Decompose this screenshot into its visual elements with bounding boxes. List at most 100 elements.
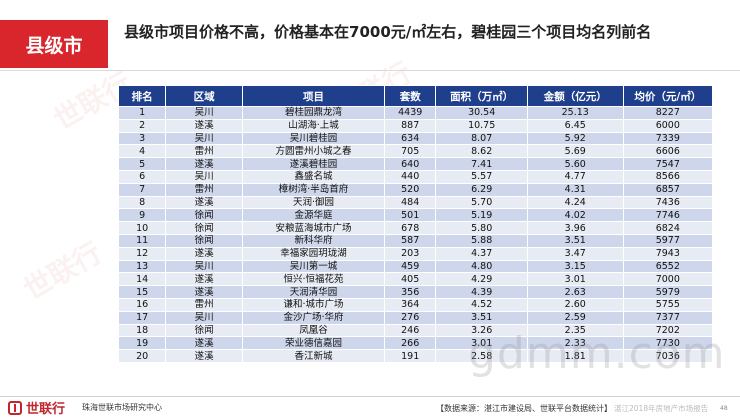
table-row: 16 雷州 谦和·城市广场 364 4.52 2.60 5755 [117,297,714,312]
table-row: 9 徐闻 金源华庭 501 5.19 4.02 7746 [117,208,714,223]
table-row: 4 雷州 方圆雷州小城之春 705 8.62 5.69 6606 [117,144,714,159]
cell-project: 方圆雷州小城之春 [242,144,385,159]
cell-avg-price: 7377 [622,310,714,325]
cell-avg-price: 7000 [622,272,714,287]
cell-area: 7.41 [435,157,528,171]
cell-rank: 18 [117,323,167,338]
cell-project: 恒兴·恒福花苑 [242,272,385,287]
section-tag: 县级市 [0,20,108,68]
cell-units: 501 [383,208,437,223]
table-row: 5 遂溪 遂溪碧桂园 640 7.41 5.60 7547 [117,157,714,171]
cell-region: 遂溪 [165,157,244,171]
cell-avg-price: 6552 [622,259,714,274]
footer-divider [0,396,740,397]
cell-rank: 1 [117,106,167,120]
cell-area: 3.51 [435,310,528,325]
cell-project: 碧桂园鼎龙湾 [242,106,385,120]
cell-area: 3.26 [435,323,528,338]
cell-area: 5.19 [435,208,528,223]
cell-amount: 4.77 [526,169,624,184]
cell-amount: 3.51 [526,233,624,248]
footer-logo: 世联行 [8,398,65,417]
site-watermark: gdmm.com [468,328,726,379]
cell-rank: 9 [117,208,167,223]
cell-rank: 3 [117,131,167,146]
cell-project: 鑫盛名城 [242,169,385,184]
cell-units: 678 [383,221,437,235]
cell-region: 遂溪 [165,349,244,363]
cell-avg-price: 6000 [622,118,714,133]
cell-project: 谦和·城市广场 [242,297,385,312]
cell-project: 幸福家园玥珑湖 [242,246,385,261]
cell-rank: 15 [117,285,167,299]
table-row: 6 吴川 鑫盛名城 440 5.57 4.77 8566 [117,169,714,184]
cell-units: 276 [383,310,437,325]
cell-project: 香江新城 [242,349,385,363]
logo-icon [8,400,22,415]
cell-avg-price: 7730 [622,336,714,351]
cell-units: 484 [383,195,437,210]
cell-units: 634 [383,131,437,146]
title-divider [0,70,740,71]
cell-units: 4439 [383,106,437,120]
cell-area: 4.37 [435,246,528,261]
cell-avg-price: 5977 [622,233,714,248]
cell-rank: 6 [117,169,167,184]
cell-units: 203 [383,246,437,261]
cell-amount: 2.60 [526,297,624,312]
cell-rank: 17 [117,310,167,325]
cell-amount: 2.35 [526,323,624,338]
table-header: 排名 区域 项目 套数 面积（万㎡） 金额（亿元） 均价（元/㎡） [117,85,714,107]
project-ranking-table: 排名 区域 项目 套数 面积（万㎡） 金额（亿元） 均价（元/㎡） 1 吴川 碧桂园… [117,85,714,363]
cell-units: 356 [383,285,437,299]
cell-project: 吴川碧桂园 [242,131,385,146]
footer-org: 珠海世联市场研究中心 [82,403,162,412]
cell-region: 遂溪 [165,285,244,299]
cell-avg-price: 5979 [622,285,714,299]
cell-avg-price: 6606 [622,144,714,159]
cell-region: 徐闻 [165,233,244,248]
cell-avg-price: 8227 [622,106,714,120]
cell-avg-price: 7436 [622,195,714,210]
table-row: 19 遂溪 荣业德信嘉园 266 3.01 2.33 7730 [117,336,714,351]
table-row: 20 遂溪 香江新城 191 2.58 1.81 7036 [117,349,714,363]
cell-project: 荣业德信嘉园 [242,336,385,351]
header-units: 套数 [383,85,437,107]
cell-region: 遂溪 [165,246,244,261]
cell-area: 8.07 [435,131,528,146]
cell-area: 5.80 [435,221,528,235]
cell-area: 2.58 [435,349,528,363]
page-number: 48 [720,405,728,412]
cell-rank: 8 [117,195,167,210]
cell-region: 徐闻 [165,323,244,338]
table-row: 11 徐闻 新科华府 587 5.88 3.51 5977 [117,233,714,248]
cell-units: 246 [383,323,437,338]
table-row: 1 吴川 碧桂园鼎龙湾 4439 30.54 25.13 8227 [117,106,714,120]
cell-amount: 3.15 [526,259,624,274]
cell-area: 30.54 [435,106,528,120]
cell-avg-price: 6857 [622,182,714,197]
cell-units: 405 [383,272,437,287]
cell-units: 459 [383,259,437,274]
cell-units: 520 [383,182,437,197]
table-row: 3 吴川 吴川碧桂园 634 8.07 5.92 7339 [117,131,714,146]
cell-project: 山湖海·上城 [242,118,385,133]
header-rank: 排名 [117,85,167,107]
header-area: 面积（万㎡） [435,85,528,107]
cell-region: 遂溪 [165,336,244,351]
table-row: 8 遂溪 天润·御园 484 5.70 4.24 7436 [117,195,714,210]
cell-rank: 7 [117,182,167,197]
cell-rank: 14 [117,272,167,287]
cell-region: 吴川 [165,310,244,325]
table-row: 7 雷州 樟树湾·半岛首府 520 6.29 4.31 6857 [117,182,714,197]
table-row: 17 吴川 金沙广场·华府 276 3.51 2.59 7377 [117,310,714,325]
footer-source: 【数据来源：湛江市建设局、世联平台数据统计】 [436,404,612,413]
table-row: 14 遂溪 恒兴·恒福花苑 405 4.29 3.01 7000 [117,272,714,287]
cell-amount: 2.63 [526,285,624,299]
cell-project: 金沙广场·华府 [242,310,385,325]
cell-area: 4.52 [435,297,528,312]
cell-region: 徐闻 [165,221,244,235]
cell-region: 徐闻 [165,208,244,223]
cell-project: 新科华府 [242,233,385,248]
cell-amount: 2.59 [526,310,624,325]
